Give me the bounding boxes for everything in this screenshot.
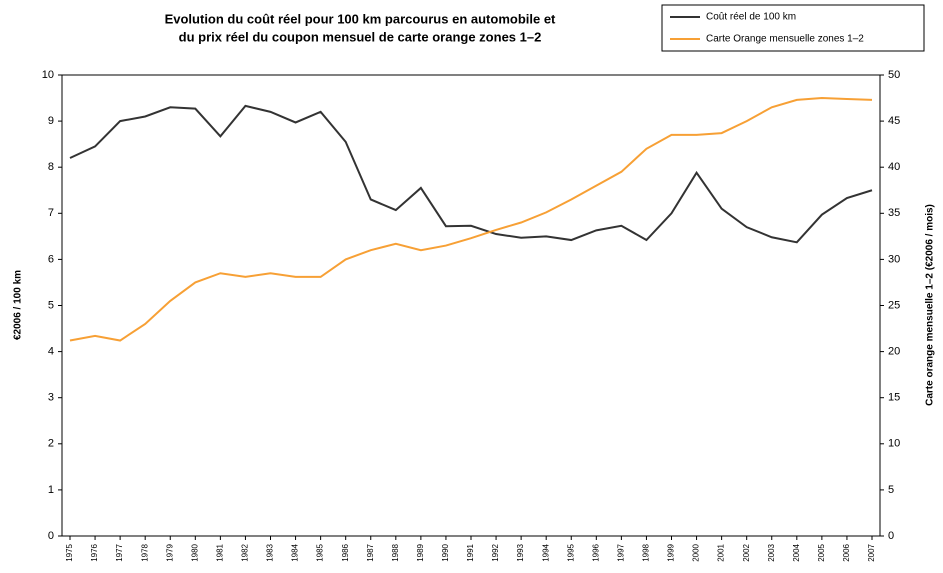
x-tick-label: 1981	[215, 543, 224, 561]
x-tick-label: 2001	[717, 543, 726, 561]
x-tick-label: 1979	[165, 543, 174, 561]
x-tick-label: 1990	[441, 543, 450, 561]
x-tick-label: 2003	[767, 543, 776, 561]
y2-tick-label: 5	[888, 484, 894, 496]
x-tick-label: 2004	[792, 543, 801, 561]
x-tick-label: 1991	[466, 543, 475, 561]
y-tick-label: 1	[48, 484, 54, 496]
x-tick-label: 1975	[65, 543, 74, 561]
y2-tick-label: 30	[888, 253, 900, 265]
y2-tick-label: 15	[888, 392, 900, 404]
y2-tick-label: 40	[888, 161, 900, 173]
y-tick-label: 8	[48, 161, 54, 173]
y-tick-label: 6	[48, 253, 54, 265]
x-tick-label: 2005	[817, 543, 826, 561]
chart-title: Evolution du coût réel pour 100 km parco…	[165, 11, 556, 26]
x-tick-label: 1996	[591, 543, 600, 561]
x-tick-label: 1992	[491, 543, 500, 561]
x-tick-label: 1993	[516, 543, 525, 561]
x-tick-label: 2006	[842, 543, 851, 561]
series-line	[69, 104, 873, 244]
x-tick-label: 1984	[291, 543, 300, 561]
y2-tick-label: 0	[888, 530, 894, 542]
y-tick-label: 5	[48, 299, 54, 311]
x-tick-label: 1999	[667, 543, 676, 561]
x-tick-label: 1978	[140, 543, 149, 561]
legend-label: Carte Orange mensuelle zones 1–2	[706, 34, 864, 45]
legend-box	[661, 4, 925, 52]
x-tick-label: 2002	[742, 543, 751, 561]
x-tick-label: 1983	[266, 543, 275, 561]
plot-frame	[61, 74, 881, 537]
y2-tick-label: 45	[888, 115, 900, 127]
x-tick-label: 1994	[541, 543, 550, 561]
y2-tick-label: 20	[888, 346, 900, 358]
y-tick-label: 0	[48, 530, 54, 542]
series-line	[69, 97, 873, 342]
y2-axis-title: Carte orange mensuelle 1–2 (€2006 / mois…	[925, 204, 936, 406]
x-tick-label: 1976	[90, 543, 99, 561]
y-tick-label: 9	[48, 115, 54, 127]
y2-tick-label: 35	[888, 207, 900, 219]
y-tick-label: 7	[48, 207, 54, 219]
y-axis-title: €2006 / 100 km	[13, 270, 24, 340]
y2-tick-label: 10	[888, 438, 900, 450]
x-tick-label: 1977	[115, 543, 124, 561]
x-tick-label: 1982	[241, 543, 250, 561]
x-tick-label: 1989	[416, 543, 425, 561]
y-tick-label: 4	[48, 346, 54, 358]
x-tick-label: 1986	[341, 543, 350, 561]
chart-title: du prix réel du coupon mensuel de carte …	[179, 29, 542, 44]
x-tick-label: 2000	[692, 543, 701, 561]
x-tick-label: 2007	[867, 543, 876, 561]
x-tick-label: 1988	[391, 543, 400, 561]
legend-label: Coût réel de 100 km	[706, 12, 796, 23]
x-tick-label: 1998	[642, 543, 651, 561]
x-tick-label: 1995	[566, 543, 575, 561]
y2-tick-label: 25	[888, 299, 900, 311]
y-tick-label: 2	[48, 438, 54, 450]
x-tick-label: 1980	[190, 543, 199, 561]
y2-tick-label: 50	[888, 69, 900, 81]
x-tick-label: 1985	[316, 543, 325, 561]
x-tick-label: 1987	[366, 543, 375, 561]
x-tick-label: 1997	[616, 543, 625, 561]
y-tick-label: 3	[48, 392, 54, 404]
y-tick-label: 10	[42, 69, 54, 81]
